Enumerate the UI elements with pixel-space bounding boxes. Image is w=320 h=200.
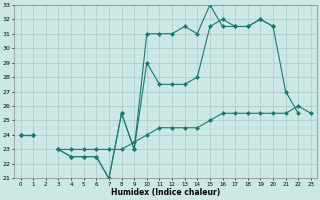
X-axis label: Humidex (Indice chaleur): Humidex (Indice chaleur) <box>111 188 220 197</box>
